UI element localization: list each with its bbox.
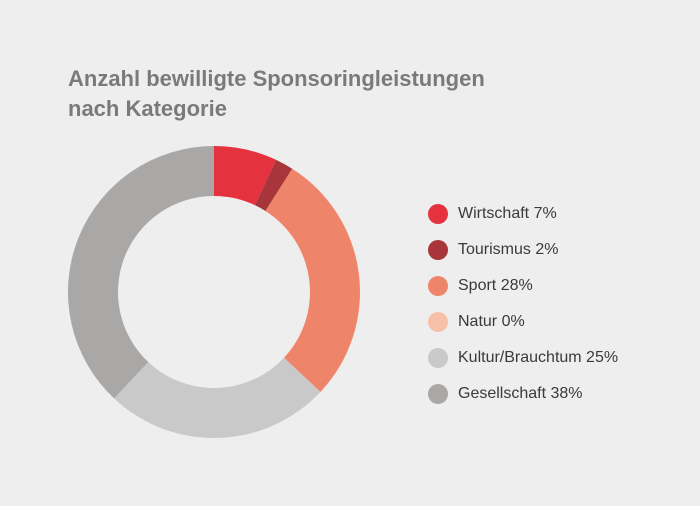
legend-swatch-wirtschaft (428, 204, 448, 224)
legend-item-tourismus: Tourismus 2% (428, 232, 618, 268)
donut-chart (68, 146, 360, 438)
legend-label-kultur-brauchtum: Kultur/Brauchtum 25% (458, 349, 619, 366)
legend-item-gesellschaft: Gesellschaft 38% (428, 376, 618, 412)
donut-slice-gesellschaft (68, 146, 215, 399)
legend-label-sport: Sport 28% (458, 277, 533, 294)
legend-item-natur: Natur 0% (428, 304, 618, 340)
donut-slice-wirtschaft (214, 146, 277, 206)
legend-label-tourismus: Tourismus 2% (458, 241, 559, 258)
legend-swatch-natur (428, 312, 448, 332)
donut-slice-tourismus (254, 159, 293, 211)
donut-slice-kultur-brauchtum (114, 357, 321, 438)
legend-label-natur: Natur 0% (458, 313, 525, 330)
legend-swatch-tourismus (428, 240, 448, 260)
legend-label-wirtschaft: Wirtschaft 7% (458, 205, 557, 222)
donut-slice-sport (265, 168, 360, 392)
legend-item-sport: Sport 28% (428, 268, 618, 304)
chart-title-line-2: nach Kategorie (68, 96, 227, 121)
legend-label-gesellschaft: Gesellschaft 38% (458, 385, 583, 402)
chart-title-line-1: Anzahl bewilligte Sponsoringleistungen (68, 66, 485, 91)
legend-item-wirtschaft: Wirtschaft 7% (428, 196, 618, 232)
legend-item-kultur-brauchtum: Kultur/Brauchtum 25% (428, 340, 618, 376)
legend-swatch-gesellschaft (428, 384, 448, 404)
legend: Wirtschaft 7% Tourismus 2% Sport 28% Nat… (428, 196, 618, 412)
legend-swatch-sport (428, 276, 448, 296)
legend-swatch-kultur-brauchtum (428, 348, 448, 368)
chart-title: Anzahl bewilligte Sponsoringleistungen n… (68, 64, 485, 124)
